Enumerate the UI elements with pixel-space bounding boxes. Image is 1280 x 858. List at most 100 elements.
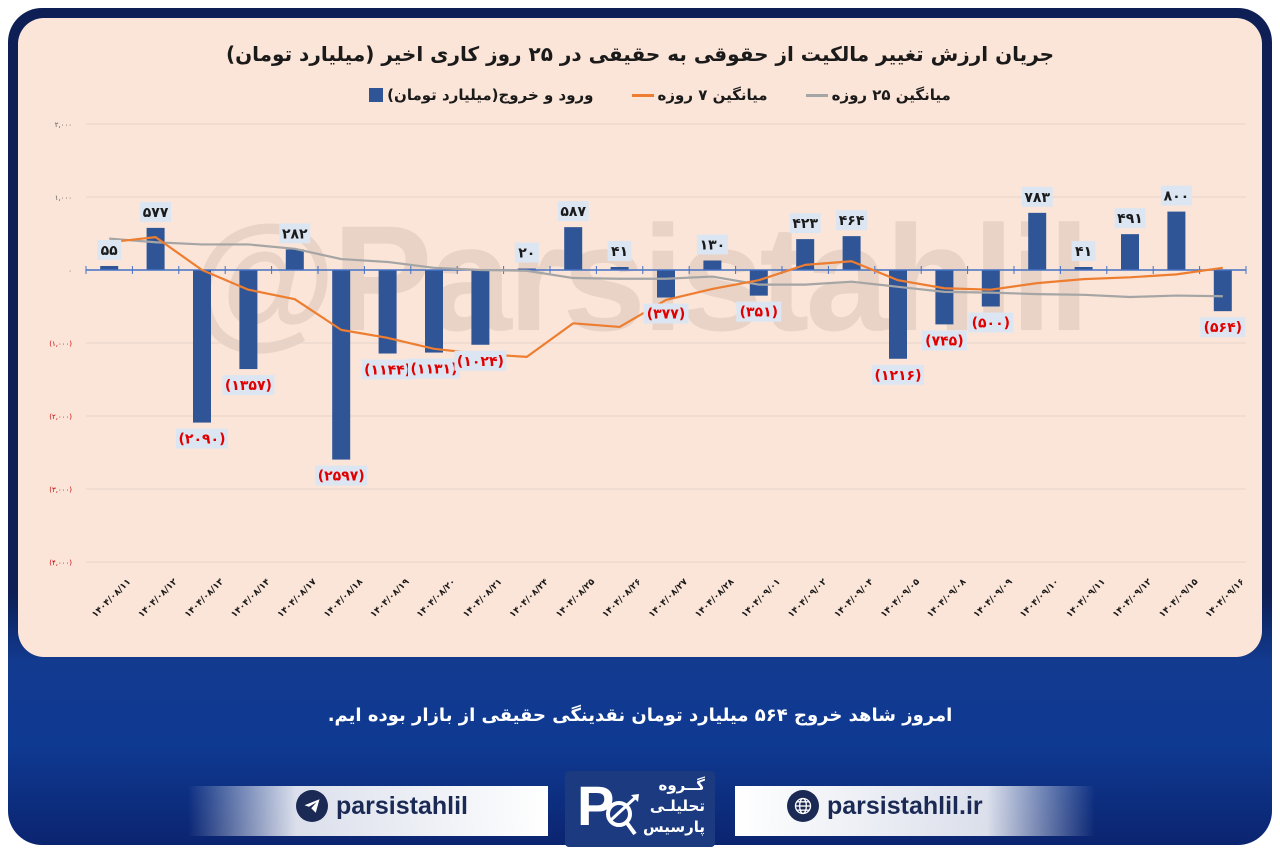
bar[interactable]	[332, 270, 351, 460]
data-label: ۴۶۴	[839, 213, 865, 229]
data-label: (۵۰۰)	[972, 316, 1010, 332]
x-tick-label: ۱۴۰۴/۰۹/۱۱	[1065, 577, 1108, 620]
bar[interactable]	[703, 260, 722, 270]
x-tick-label: ۱۴۰۴/۰۸/۲۵	[554, 577, 597, 620]
data-label-box	[1071, 241, 1096, 262]
data-label: ۸۰۰	[1164, 189, 1190, 205]
x-tick-label: ۱۴۰۴/۰۸/۲۴	[508, 577, 551, 620]
data-label: (۱۱۳۱)	[411, 362, 458, 378]
bar[interactable]	[1074, 267, 1093, 270]
x-tick-label: ۱۴۰۴/۰۹/۰۹	[972, 577, 1015, 620]
data-label-box	[140, 201, 172, 222]
x-tick-label: ۱۴۰۴/۰۹/۱۲	[1111, 577, 1154, 620]
x-tick-label: ۱۴۰۴/۰۹/۰۵	[879, 577, 922, 620]
x-tick-label: ۱۴۰۴/۰۸/۱۹	[369, 577, 412, 620]
legend-item-25day: میانگین ۲۵ روزه	[805, 86, 951, 104]
telegram-ribbon	[188, 786, 548, 836]
bar[interactable]	[378, 270, 397, 354]
data-label-box	[921, 330, 967, 351]
legend-item-7day: میانگین ۷ روزه	[631, 86, 768, 104]
data-label-box	[315, 465, 368, 486]
series-line	[109, 236, 1223, 358]
data-label-box	[176, 428, 228, 449]
bar[interactable]	[564, 227, 583, 270]
chart-title: جریان ارزش تغییر مالکیت از حقوقی به حقیق…	[225, 42, 1055, 66]
legend-item-flow: ورود و خروج(میلیارد تومان)	[369, 86, 594, 104]
telegram-icon	[296, 790, 328, 822]
data-label-box	[696, 234, 728, 255]
data-label-box	[872, 364, 924, 385]
x-tick-label: ۱۴۰۴/۰۸/۱۸	[322, 577, 365, 620]
bar[interactable]	[1028, 212, 1047, 270]
website-url: parsistahlil.ir	[827, 791, 983, 820]
bar[interactable]	[193, 270, 211, 423]
data-label-box	[1200, 317, 1246, 338]
data-label: (۲۰۹۰)	[179, 432, 226, 448]
data-label-box	[408, 358, 460, 379]
data-label: (۱۱۴۴)	[364, 363, 411, 379]
data-label: ۴۹۱	[1117, 211, 1143, 227]
y-tick-label: (۲,۰۰۰)	[49, 413, 72, 421]
x-tick-label: ۱۴۰۴/۰۸/۲۶	[601, 577, 644, 620]
chart-plot-area: @Parsistahlil۲,۰۰۰۱,۰۰۰۰(۱,۰۰۰)(۲,۰۰۰)(۳…	[49, 121, 1247, 620]
data-label-box	[361, 359, 414, 380]
bar[interactable]	[100, 265, 119, 270]
x-tick-label: ۱۴۰۴/۰۸/۱۲	[137, 577, 180, 620]
data-label: (۷۴۵)	[925, 333, 963, 349]
data-label-box	[97, 239, 122, 260]
x-tick-label: ۱۴۰۴/۰۸/۱۷	[276, 577, 319, 620]
logo-text-line-2: تحلیلـی	[649, 797, 705, 815]
y-tick-label: (۴,۰۰۰)	[49, 559, 72, 567]
data-label-box	[454, 350, 507, 371]
legend-label-25day: میانگین ۲۵ روزه	[831, 86, 951, 104]
x-tick-label: ۱۴۰۴/۰۹/۰۸	[926, 577, 969, 620]
legend-label-flow: ورود و خروج(میلیارد تومان)	[387, 86, 594, 104]
data-label: ۷۸۳	[1024, 190, 1050, 206]
bar[interactable]	[796, 239, 815, 270]
bar[interactable]	[657, 270, 675, 298]
data-label: (۲۵۹۷)	[318, 469, 365, 485]
bar[interactable]	[471, 270, 490, 345]
data-label: ۴۲۳	[792, 216, 818, 232]
bar[interactable]	[889, 270, 907, 359]
x-tick-label: ۱۴۰۴/۰۹/۰۴	[833, 577, 876, 620]
x-tick-label: ۱۴۰۴/۰۸/۲۸	[694, 577, 737, 620]
data-label-box	[1021, 186, 1053, 207]
globe-icon	[787, 790, 819, 822]
bar[interactable]	[981, 270, 1000, 307]
x-tick-label: ۱۴۰۴/۰۸/۱۳	[183, 577, 226, 620]
x-tick-label: ۱۴۰۴/۰۸/۲۷	[647, 577, 690, 620]
bar[interactable]	[239, 270, 258, 370]
x-tick-label: ۱۴۰۴/۰۹/۰۱	[740, 577, 783, 620]
x-tick-label: ۱۴۰۴/۰۸/۲۱	[462, 577, 505, 620]
legend-swatch-orange-line-icon	[631, 93, 654, 97]
bar[interactable]	[1121, 234, 1139, 270]
bar[interactable]	[1167, 211, 1186, 270]
legend-swatch-blue-box-icon	[369, 88, 384, 102]
data-label: (۱۰۲۴)	[457, 354, 504, 370]
data-label-box	[736, 301, 782, 322]
x-tick-label: ۱۴۰۴/۰۹/۱۶	[1204, 577, 1247, 620]
data-label-box	[279, 223, 311, 244]
bar[interactable]	[425, 270, 443, 353]
logo-magnifier-arrow-icon	[606, 794, 639, 836]
logo-text: گــروه تحلیلـی پارسیس	[643, 775, 705, 838]
bar[interactable]	[749, 270, 768, 296]
bar[interactable]	[610, 267, 629, 270]
y-tick-label: ۱,۰۰۰	[55, 194, 72, 202]
bar[interactable]	[935, 270, 954, 325]
data-label: (۱۲۱۶)	[875, 368, 922, 384]
data-label: ۲۰	[518, 246, 535, 262]
y-tick-label: ۰	[68, 267, 72, 275]
data-label: ۱۳۰	[700, 238, 726, 254]
data-label-box	[514, 242, 539, 263]
legend-label-7day: میانگین ۷ روزه	[657, 86, 768, 104]
data-label-box	[222, 375, 275, 396]
bar[interactable]	[146, 227, 165, 270]
website-link[interactable]: parsistahlil.ir	[787, 790, 983, 822]
x-tick-label: ۱۴۰۴/۰۹/۱۰	[1018, 577, 1061, 620]
bar[interactable]	[285, 249, 304, 270]
telegram-link[interactable]: parsistahlil	[296, 790, 468, 822]
bar[interactable]	[1213, 270, 1232, 312]
legend-swatch-gray-line-icon	[805, 93, 828, 97]
